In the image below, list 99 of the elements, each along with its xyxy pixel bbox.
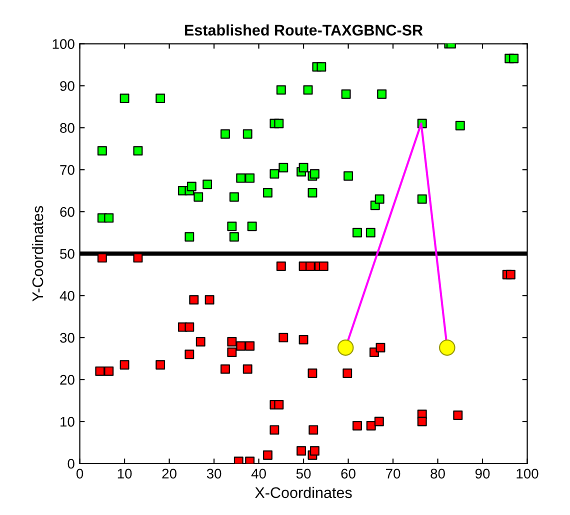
point xyxy=(186,182,196,192)
point xyxy=(242,364,252,374)
point xyxy=(220,129,230,139)
point xyxy=(308,368,318,378)
point xyxy=(377,89,387,99)
x-tick-label: 90 xyxy=(475,468,490,479)
x-tick-label: 60 xyxy=(341,468,356,479)
point xyxy=(316,62,326,72)
y-tick-label: 60 xyxy=(60,207,74,217)
point xyxy=(104,366,114,376)
y-tick-label: 40 xyxy=(60,290,74,301)
point xyxy=(274,400,284,410)
point xyxy=(308,425,318,435)
point xyxy=(366,421,376,430)
point xyxy=(296,446,306,456)
x-tick-label: 10 xyxy=(118,468,132,479)
point xyxy=(97,253,107,263)
y-tick-label: 10 xyxy=(60,416,74,427)
point xyxy=(318,262,328,271)
point xyxy=(376,342,386,352)
x-tick-label: 30 xyxy=(206,468,222,479)
point xyxy=(242,129,252,139)
point xyxy=(417,194,427,204)
x-tick-label: 0 xyxy=(76,468,84,479)
point xyxy=(229,192,239,202)
point xyxy=(133,146,143,156)
point xyxy=(455,120,465,130)
y-tick-label: 20 xyxy=(60,374,74,385)
x-tick-label: 100 xyxy=(516,468,538,479)
point xyxy=(220,364,230,374)
point xyxy=(438,339,456,356)
point xyxy=(236,341,246,351)
point xyxy=(276,262,286,271)
point xyxy=(120,360,130,370)
point xyxy=(270,425,280,435)
point xyxy=(278,162,288,172)
point xyxy=(342,368,352,378)
y-tick-label: 0 xyxy=(68,458,74,469)
x-axis-title: X-Coordinates xyxy=(255,486,352,498)
y-tick-label: 80 xyxy=(60,123,74,133)
point xyxy=(184,322,194,332)
y-tick-label: 30 xyxy=(60,332,74,343)
point xyxy=(263,188,272,198)
point xyxy=(276,85,286,95)
point xyxy=(298,162,308,172)
point xyxy=(341,89,351,99)
point xyxy=(308,188,318,198)
point xyxy=(236,173,246,183)
point xyxy=(120,94,130,104)
point xyxy=(196,337,206,346)
point xyxy=(245,173,255,183)
point xyxy=(133,253,143,263)
point xyxy=(352,421,362,430)
point xyxy=(374,416,384,426)
y-tick-label: 100 xyxy=(52,39,74,49)
point xyxy=(366,228,376,238)
point xyxy=(306,262,315,271)
point xyxy=(417,416,427,426)
point xyxy=(270,169,280,179)
x-tick-label: 40 xyxy=(251,468,266,479)
point xyxy=(298,334,308,344)
point xyxy=(509,54,519,64)
point xyxy=(337,339,354,356)
point xyxy=(227,348,237,357)
x-tick-label: 20 xyxy=(162,468,176,479)
point xyxy=(194,192,204,202)
point xyxy=(263,450,272,460)
x-tick-label: 70 xyxy=(386,468,400,479)
point xyxy=(274,118,284,128)
point xyxy=(95,366,105,376)
point xyxy=(97,146,107,156)
point xyxy=(204,295,214,305)
point xyxy=(156,94,166,104)
point xyxy=(229,232,239,242)
point xyxy=(247,222,257,232)
point xyxy=(184,232,194,242)
point xyxy=(104,213,114,223)
point xyxy=(506,270,516,280)
point xyxy=(156,360,166,370)
y-tick-label: 70 xyxy=(60,165,74,175)
y-tick-label: 50 xyxy=(60,248,74,259)
point xyxy=(453,410,463,420)
point xyxy=(310,446,320,456)
y-tick-label: 90 xyxy=(60,81,74,91)
point xyxy=(303,85,313,95)
point xyxy=(227,337,237,346)
point xyxy=(278,332,288,342)
point xyxy=(344,171,353,181)
x-tick-label: 50 xyxy=(296,468,311,479)
point xyxy=(202,180,212,190)
point xyxy=(227,222,237,232)
point xyxy=(352,228,362,238)
point xyxy=(374,194,384,204)
y-axis-title: Y-Coordinates xyxy=(32,206,44,302)
point xyxy=(184,350,194,360)
chart-title: Established Route-TAXGBNC-SR xyxy=(185,24,423,36)
point xyxy=(245,341,255,351)
point xyxy=(189,295,199,305)
x-tick-label: 80 xyxy=(430,468,445,479)
